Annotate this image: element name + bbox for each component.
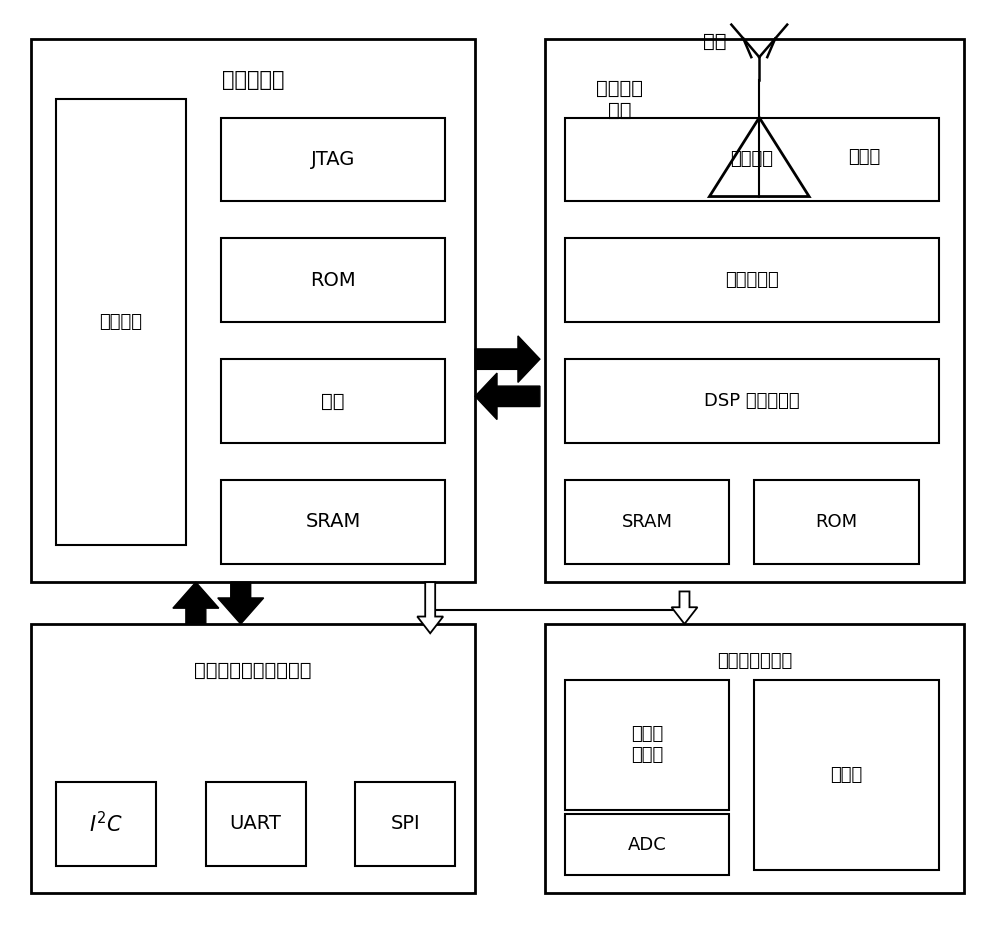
Text: 比较器: 比较器	[830, 766, 863, 784]
FancyBboxPatch shape	[754, 480, 919, 564]
FancyBboxPatch shape	[221, 359, 445, 443]
Text: 传感器
控制器: 传感器 控制器	[631, 725, 663, 764]
Text: JTAG: JTAG	[311, 150, 355, 169]
FancyBboxPatch shape	[31, 624, 475, 894]
FancyBboxPatch shape	[565, 815, 729, 875]
Text: 射频核心
模块: 射频核心 模块	[596, 78, 643, 119]
Text: DSP 调制解调器: DSP 调制解调器	[704, 392, 800, 410]
Text: SRAM: SRAM	[305, 513, 361, 531]
FancyBboxPatch shape	[545, 624, 964, 894]
Polygon shape	[475, 336, 540, 382]
Text: SRAM: SRAM	[622, 513, 673, 530]
FancyBboxPatch shape	[221, 239, 445, 322]
Text: 主控制器: 主控制器	[100, 313, 143, 331]
FancyBboxPatch shape	[545, 38, 964, 582]
FancyBboxPatch shape	[565, 117, 939, 201]
FancyBboxPatch shape	[56, 782, 156, 866]
Polygon shape	[417, 582, 443, 633]
Polygon shape	[475, 373, 540, 419]
FancyBboxPatch shape	[565, 679, 729, 810]
FancyBboxPatch shape	[565, 359, 939, 443]
Text: UART: UART	[230, 815, 282, 833]
Polygon shape	[709, 117, 809, 197]
FancyBboxPatch shape	[754, 679, 939, 870]
Text: 传感器接口模块: 传感器接口模块	[717, 652, 792, 670]
Polygon shape	[173, 582, 219, 624]
Text: ROM: ROM	[310, 270, 356, 290]
FancyBboxPatch shape	[565, 480, 729, 564]
Text: 放大器: 放大器	[848, 148, 880, 166]
Polygon shape	[672, 592, 697, 624]
Text: 数字锁相环: 数字锁相环	[725, 271, 779, 289]
FancyBboxPatch shape	[565, 239, 939, 322]
FancyBboxPatch shape	[56, 99, 186, 545]
Text: $I^2C$: $I^2C$	[89, 811, 123, 836]
Polygon shape	[218, 582, 264, 624]
FancyBboxPatch shape	[355, 782, 455, 866]
Text: 闪存: 闪存	[321, 391, 345, 410]
FancyBboxPatch shape	[31, 38, 475, 582]
Text: ROM: ROM	[816, 513, 858, 530]
Text: 通用外围设备接口模块: 通用外围设备接口模块	[194, 661, 312, 680]
Text: 协控制器: 协控制器	[730, 150, 773, 169]
Text: 主控制模块: 主控制模块	[222, 71, 284, 90]
Text: SPI: SPI	[390, 815, 420, 833]
Text: ADC: ADC	[628, 836, 666, 854]
FancyBboxPatch shape	[221, 480, 445, 564]
Text: 天线: 天线	[703, 32, 726, 51]
FancyBboxPatch shape	[221, 117, 445, 201]
FancyBboxPatch shape	[206, 782, 306, 866]
